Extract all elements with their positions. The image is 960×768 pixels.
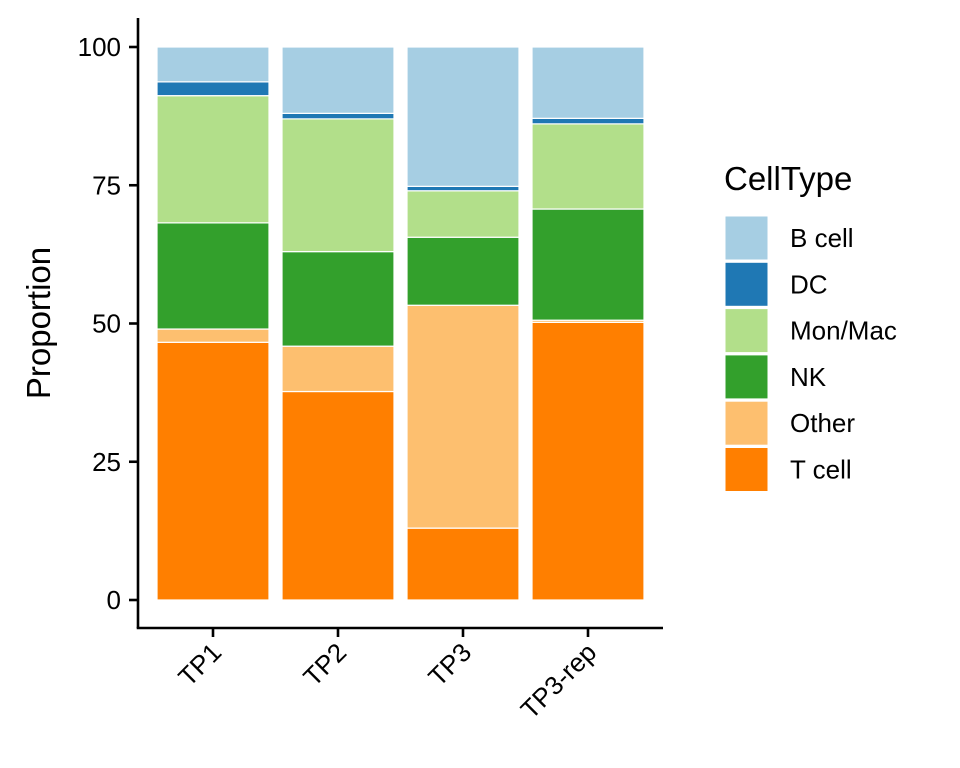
bar-tp1-t-cell (156, 341, 270, 601)
y-tick-label: 25 (92, 447, 121, 477)
bar-tp3-dc (406, 185, 520, 192)
bar-tp3-b-cell (406, 46, 520, 187)
bar-tp2-t-cell (281, 390, 395, 601)
legend-swatch-dc (724, 261, 769, 307)
bar-tp1-dc (156, 81, 270, 97)
legend-label-dc: DC (790, 269, 828, 299)
x-tick-label-tp3-rep: TP3-rep (515, 637, 603, 725)
bar-stack-group (156, 46, 645, 601)
x-tick-label-tp2: TP2 (297, 637, 352, 692)
bar-tp1-nk (156, 222, 270, 330)
legend-label-mon-mac: Mon/Mac (790, 316, 897, 346)
y-ticks: 0 25 50 75 100 (78, 32, 138, 615)
bar-tp2-mon-mac (281, 118, 395, 253)
bar-tp3-rep-nk (531, 208, 645, 321)
legend-swatch-nk (724, 354, 769, 400)
bar-tp3-t-cell (406, 527, 520, 601)
x-ticks: TP1 TP2 TP3 TP3-rep (172, 628, 602, 725)
bar-tp3-other (406, 304, 520, 529)
y-axis-title: Proportion (20, 247, 57, 399)
bar-tp2-nk (281, 251, 395, 347)
legend-swatch-t-cell (724, 447, 769, 492)
legend-swatch-b-cell (724, 215, 769, 261)
bar-tp3-rep-dc (531, 117, 645, 125)
legend-swatch-other (724, 400, 769, 446)
legend-label-nk: NK (790, 362, 827, 392)
bar-tp2-dc (281, 112, 395, 120)
bar-tp1-mon-mac (156, 95, 270, 224)
bar-tp2-b-cell (281, 46, 395, 114)
bar-tp3-rep-b-cell (531, 46, 645, 119)
legend-title: CellType (724, 160, 852, 197)
y-tick-label: 0 (107, 585, 121, 615)
legend-label-other: Other (790, 408, 855, 438)
y-tick-label: 50 (92, 309, 121, 339)
legend-label-b-cell: B cell (790, 223, 854, 253)
legend: CellType B cell DC Mon/Mac NK Other T cell (724, 160, 897, 492)
bar-tp3-rep-mon-mac (531, 123, 645, 210)
bar-tp1-other (156, 328, 270, 343)
legend-swatch-mon-mac (724, 308, 769, 354)
bar-tp2-other (281, 345, 395, 393)
x-tick-label-tp1: TP1 (172, 637, 227, 692)
bar-tp3-rep-t-cell (531, 321, 645, 601)
y-tick-label: 100 (78, 32, 121, 62)
legend-label-t-cell: T cell (790, 455, 852, 485)
bar-tp3-mon-mac (406, 190, 520, 238)
y-tick-label: 75 (92, 170, 121, 200)
bar-tp1-b-cell (156, 46, 270, 83)
bar-tp3-nk (406, 236, 520, 306)
x-tick-label-tp3: TP3 (422, 637, 477, 692)
